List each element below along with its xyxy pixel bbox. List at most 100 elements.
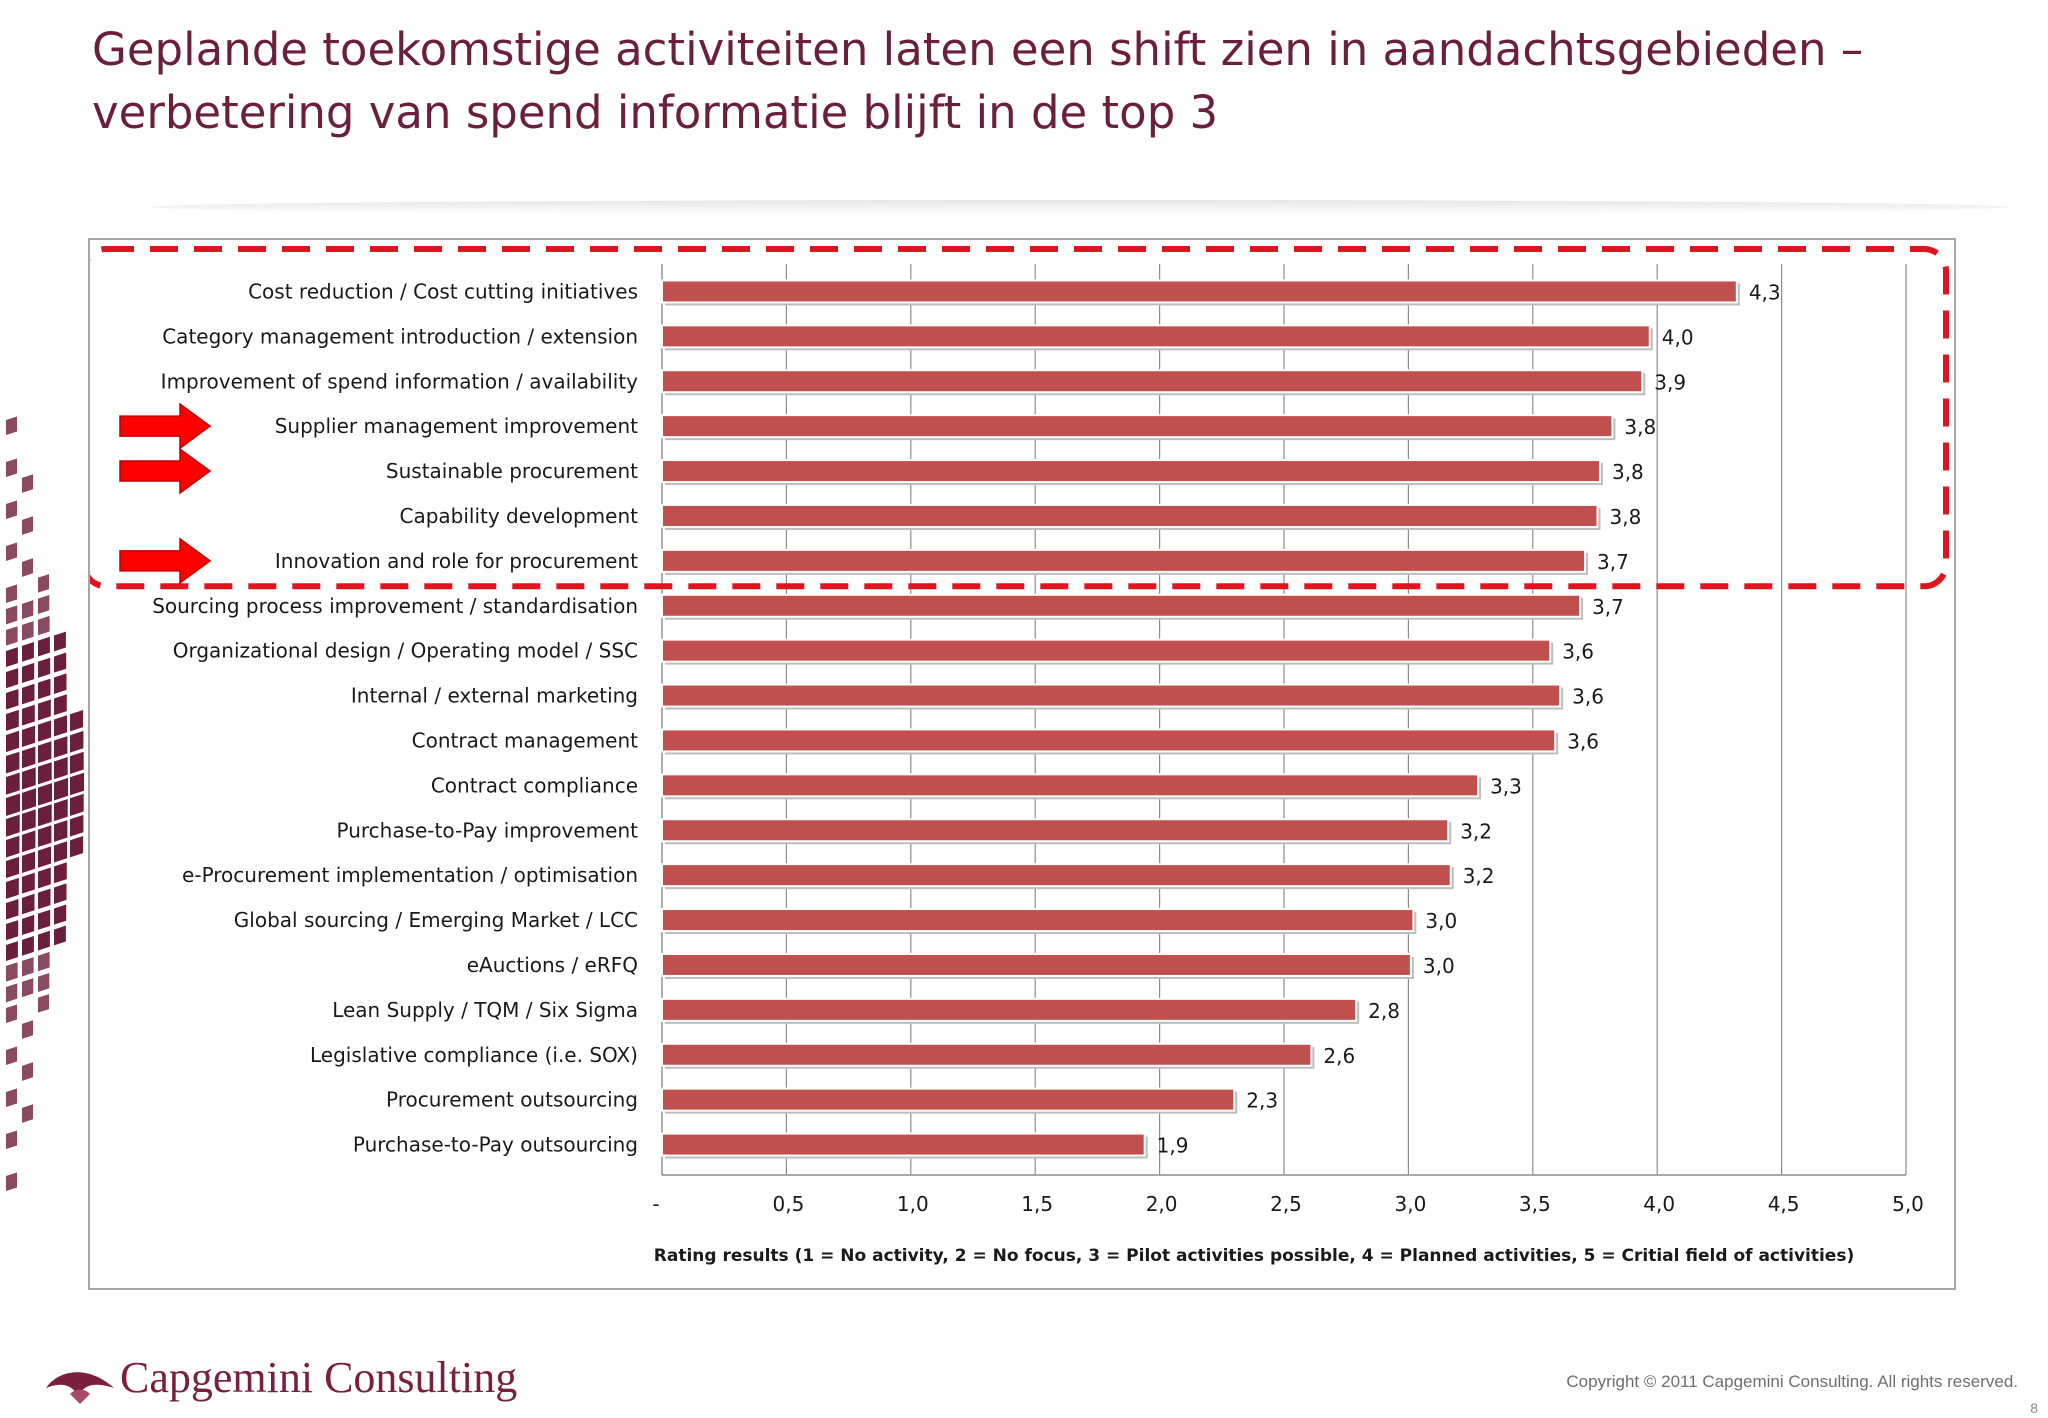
bar [661,997,1358,1022]
bar [661,459,1601,484]
bar [661,638,1552,663]
decorative-square [54,904,67,925]
x-tick-label: 4,0 [1643,1192,1675,1216]
decorative-square [22,830,36,853]
decorative-square [6,751,20,774]
decorative-square [54,736,68,758]
category-label: Global sourcing / Emerging Market / LCC [234,908,638,932]
decorative-square [54,652,67,673]
decorative-square [6,1046,17,1066]
decorative-square [6,1130,17,1150]
category-labels: Cost reduction / Cost cutting initiative… [152,279,638,1156]
bar [661,908,1415,933]
decorative-square [22,893,35,915]
decorative-square [54,777,68,801]
decorative-square [6,835,20,858]
decorative-square [6,1004,17,1024]
bar [661,414,1614,439]
decorative-square [54,799,68,822]
chart-frame: - 0,5 1,0 1,5 2,0 2,5 3,0 3,5 4,0 4,5 5,0 Cost redu… [88,238,1956,1290]
decorative-square [6,898,19,920]
bar [661,863,1452,888]
category-label: Cost reduction / Cost cutting initiative… [248,279,638,303]
page-number: 8 [2030,1400,2038,1416]
decorative-square [6,584,17,604]
decorative-square [6,730,20,753]
bar [661,773,1480,798]
data-label: 2,3 [1246,1089,1278,1113]
decorative-square [38,909,51,930]
decorative-square [38,951,50,972]
decorative-square [70,709,84,732]
decorative-square [38,804,52,827]
decorative-square [54,883,67,904]
x-axis-title: Rating results (1 = No activity, 2 = No … [654,1246,1854,1266]
decorative-square [22,704,35,726]
decorative-square [70,793,84,816]
data-label: 3,7 [1597,550,1629,574]
decorative-square [38,574,49,593]
decorative-square [38,762,52,785]
bar [661,324,1651,349]
data-label: 3,2 [1463,864,1495,888]
decorative-square [38,783,52,806]
decorative-square [54,925,66,946]
data-label: 3,0 [1423,954,1455,978]
bar [661,1087,1236,1112]
decorative-square [38,741,52,764]
decorative-square [54,820,68,842]
bar [661,683,1562,708]
decorative-square [22,683,35,705]
decorative-square [6,688,19,710]
decorative-square [6,941,18,961]
capgemini-logo: Capgemini Consulting [46,1353,517,1404]
decorative-square [6,626,18,646]
x-tick-label: 3,0 [1394,1192,1426,1216]
bar [661,1042,1313,1067]
data-label: 3,0 [1425,909,1457,933]
data-label: 3,8 [1612,460,1644,484]
bar [661,1132,1146,1157]
decorative-square [6,920,19,941]
arrow-right-icon [119,537,212,585]
decorative-square [6,668,19,689]
data-label: 2,8 [1368,999,1400,1023]
bar-chart: - 0,5 1,0 1,5 2,0 2,5 3,0 3,5 4,0 4,5 5,0 Cost redu… [90,246,1949,1266]
decorative-square [70,814,84,837]
category-label: Purchase-to-Pay improvement [336,818,638,842]
category-label: Internal / external marketing [351,684,638,708]
category-label: Contract management [412,728,639,752]
category-label: Innovation and role for procurement [275,549,638,573]
data-label: 3,8 [1624,415,1656,439]
data-label: 4,0 [1662,325,1694,349]
data-label: 3,3 [1490,774,1522,798]
logo-text: Capgemini Consulting [120,1353,517,1402]
data-label: 3,9 [1654,370,1686,394]
decorative-square [38,678,51,700]
decorative-square [38,888,51,910]
category-label: Organizational design / Operating model … [173,639,638,663]
decorative-square [38,720,52,742]
decorative-square [6,772,20,795]
decorative-square [22,978,34,998]
decorative-square [6,962,18,982]
category-label: Sourcing process improvement / standardi… [152,594,638,618]
category-label: Purchase-to-Pay outsourcing [353,1133,638,1157]
data-label: 3,8 [1609,505,1641,529]
x-tick-label: 1,0 [897,1192,929,1216]
decorative-square [6,1088,17,1108]
x-tick-label: 2,0 [1146,1192,1178,1216]
decorative-square [38,636,50,657]
highlight-dashed-box [90,246,1949,590]
decorative-square [22,600,34,620]
x-tick-label: 3,5 [1519,1192,1551,1216]
decorative-square [6,856,20,879]
bars [661,279,1740,1159]
category-label: eAuctions / eRFQ [467,953,638,977]
decorative-square [22,1020,33,1039]
data-label: 3,6 [1562,640,1594,664]
decorative-square [38,825,52,848]
decorative-square [6,983,18,1003]
arrow-right-icon [119,447,212,495]
decorative-square [22,621,34,641]
